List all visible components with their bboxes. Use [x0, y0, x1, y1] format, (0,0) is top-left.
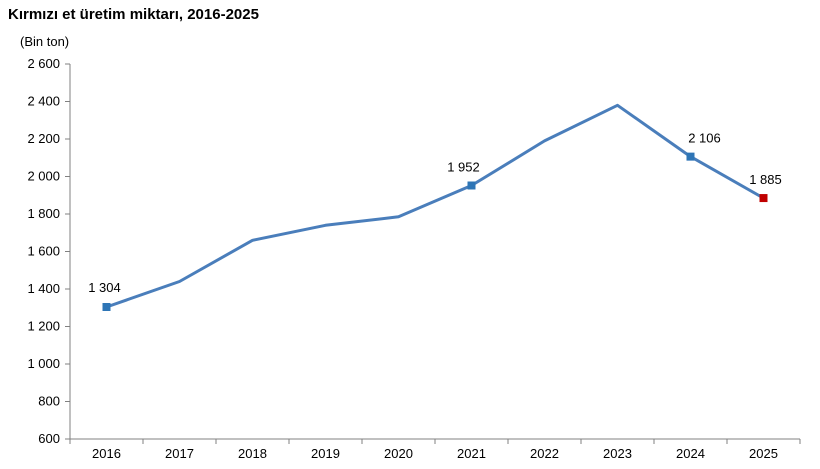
data-point-marker — [686, 152, 695, 161]
x-tick-label: 2024 — [676, 446, 705, 461]
data-label: 1 952 — [447, 160, 480, 175]
y-tick-label: 1 400 — [27, 281, 60, 296]
x-tick-label: 2021 — [457, 446, 486, 461]
y-tick-label: 1 600 — [27, 244, 60, 259]
x-tick-label: 2017 — [165, 446, 194, 461]
y-tick-label: 800 — [38, 394, 60, 409]
chart-title: Kırmızı et üretim miktarı, 2016-2025 — [8, 6, 259, 23]
axes: 600 800 1 000 1 200 1 400 1 600 1 800 2 000 2 20… — [27, 56, 801, 461]
data-point-marker — [102, 303, 111, 311]
y-tick-label: 2 400 — [27, 94, 60, 109]
x-tick-label: 2022 — [530, 446, 559, 461]
series-line — [105, 103, 765, 309]
x-tick-label: 2019 — [311, 446, 340, 461]
unit-label: (Bin ton) — [20, 34, 69, 49]
x-tick-label: 2025 — [749, 446, 778, 461]
y-tick-label: 1 800 — [27, 206, 60, 221]
data-point-marker — [759, 194, 768, 203]
x-tick-label: 2023 — [603, 446, 632, 461]
y-tick-label: 2 000 — [27, 169, 60, 184]
data-label: 1 304 — [88, 280, 121, 295]
data-point-marker — [467, 181, 476, 190]
y-tick-label: 2 600 — [27, 56, 60, 71]
x-tick-label: 2020 — [384, 446, 413, 461]
y-tick-label: 2 200 — [27, 131, 60, 146]
y-tick-label: 600 — [38, 431, 60, 446]
y-tick-label: 1 000 — [27, 356, 60, 371]
series-layer — [102, 103, 768, 311]
data-label: 2 106 — [688, 131, 721, 146]
data-labels: 1 304 1 952 2 106 1 885 — [88, 131, 782, 295]
y-tick-label: 1 200 — [27, 319, 60, 334]
x-tick-label: 2016 — [92, 446, 121, 461]
data-label: 1 885 — [749, 172, 782, 187]
x-tick-label: 2018 — [238, 446, 267, 461]
